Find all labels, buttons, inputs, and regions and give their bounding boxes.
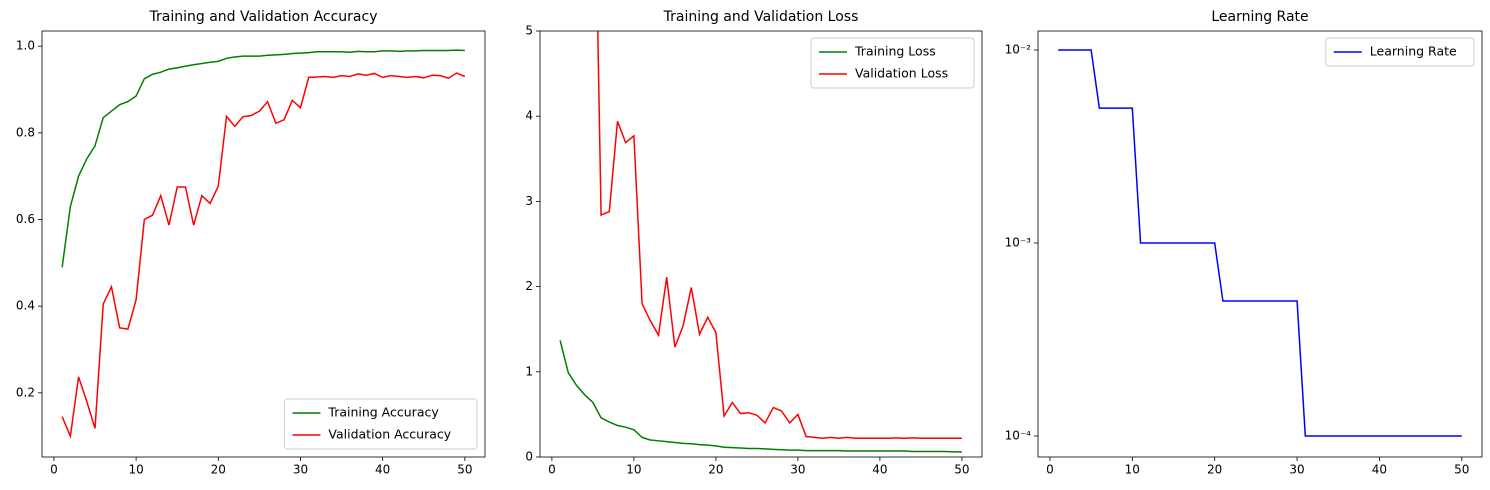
subplot: Training and Validation Loss 0 10 20 30 40 50 0… — [525, 9, 983, 477]
series-line — [559, 340, 962, 453]
subplot: Learning Rate 0 10 20 30 40 50 10⁻⁴ 10⁻³ 10⁻² Lear… — [1005, 9, 1483, 477]
legend-label: Training Loss — [854, 44, 936, 59]
y-tick-label: 2 — [525, 279, 533, 293]
x-tick-label: 40 — [1372, 463, 1387, 477]
subplot: Training and Validation Accuracy 0 10 20 30 4… — [16, 9, 486, 477]
x-tick-label: 50 — [954, 463, 969, 477]
y-tick-label: 1.0 — [16, 39, 35, 53]
legend: Learning Rate — [1325, 37, 1475, 67]
axes-frame — [1037, 30, 1483, 458]
chart-title: Training and Validation Accuracy — [149, 9, 378, 25]
legend-label: Validation Loss — [855, 66, 948, 81]
axes-frame — [41, 30, 486, 458]
series-line — [61, 49, 465, 268]
y-tick-label: 10⁻⁴ — [1005, 428, 1032, 442]
x-tick-label: 40 — [872, 463, 887, 477]
y-tick-label: 0.2 — [16, 385, 35, 399]
y-tick-label: 4 — [525, 109, 533, 123]
series-line — [1058, 49, 1462, 437]
y-tick-label: 10⁻² — [1005, 42, 1032, 56]
y-tick-label: 0.8 — [16, 125, 35, 139]
legend-label: Training Accuracy — [327, 405, 439, 420]
y-tick-label: 1 — [525, 364, 533, 378]
legend-label: Validation Accuracy — [328, 427, 451, 442]
legend: Training Accuracy Validation Accuracy — [283, 398, 478, 450]
legend-box — [1325, 37, 1475, 67]
x-tick-label: 20 — [708, 463, 723, 477]
series-line — [61, 72, 466, 440]
y-tick-label: 3 — [525, 194, 533, 208]
chart-title: Training and Validation Loss — [663, 9, 859, 25]
legend: Training Loss Validation Loss — [810, 37, 975, 89]
x-tick-label: 50 — [457, 463, 472, 477]
x-tick-label: 0 — [50, 463, 58, 477]
x-tick-label: 40 — [375, 463, 390, 477]
x-tick-label: 0 — [1046, 463, 1054, 477]
x-tick-label: 10 — [626, 463, 641, 477]
y-tick-label: 0 — [525, 450, 533, 464]
x-tick-label: 10 — [128, 463, 143, 477]
y-tick-label: 0.4 — [16, 299, 35, 313]
y-tick-label: 5 — [525, 24, 533, 38]
x-tick-label: 0 — [548, 463, 556, 477]
chart-title: Learning Rate — [1211, 9, 1308, 25]
x-tick-label: 20 — [211, 463, 226, 477]
legend-label: Learning Rate — [1370, 44, 1457, 59]
x-tick-label: 20 — [1207, 463, 1222, 477]
x-tick-label: 50 — [1454, 463, 1469, 477]
axes-frame — [539, 30, 983, 458]
y-tick-label: 0.6 — [16, 212, 35, 226]
x-tick-label: 10 — [1125, 463, 1140, 477]
x-tick-label: 30 — [790, 463, 805, 477]
legend-box — [810, 37, 975, 89]
x-tick-label: 30 — [1289, 463, 1304, 477]
y-tick-label: 10⁻³ — [1005, 235, 1032, 249]
x-tick-label: 30 — [293, 463, 308, 477]
legend-box — [283, 398, 478, 450]
series-line — [597, 31, 962, 440]
